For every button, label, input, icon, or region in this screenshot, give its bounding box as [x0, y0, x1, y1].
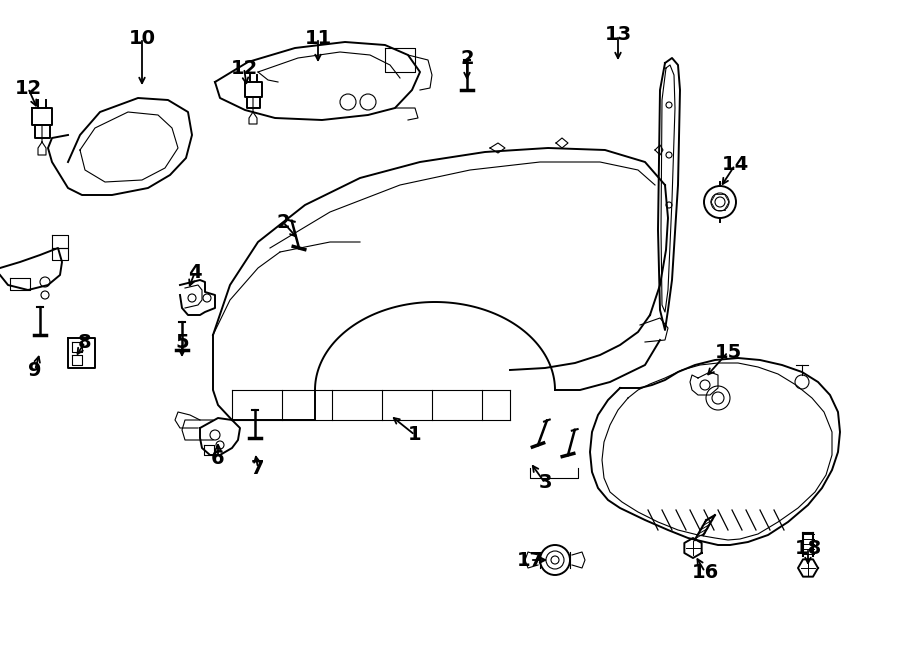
Text: 3: 3 — [538, 473, 552, 492]
Text: 16: 16 — [691, 563, 718, 582]
Text: 7: 7 — [251, 459, 265, 477]
Text: 14: 14 — [722, 155, 749, 175]
Text: 2: 2 — [276, 212, 290, 231]
Text: 17: 17 — [517, 551, 544, 570]
Text: 1: 1 — [409, 426, 422, 444]
Text: 4: 4 — [188, 262, 202, 282]
Text: 15: 15 — [715, 342, 742, 362]
Text: 6: 6 — [212, 449, 225, 467]
Text: 10: 10 — [129, 28, 156, 48]
Text: 12: 12 — [14, 79, 41, 98]
Text: 2: 2 — [460, 48, 473, 67]
Text: 9: 9 — [28, 360, 41, 379]
Text: 12: 12 — [230, 59, 257, 77]
Text: 8: 8 — [78, 332, 92, 352]
Text: 5: 5 — [176, 334, 189, 352]
Text: 11: 11 — [304, 28, 331, 48]
Text: 18: 18 — [795, 539, 822, 557]
Text: 13: 13 — [605, 26, 632, 44]
